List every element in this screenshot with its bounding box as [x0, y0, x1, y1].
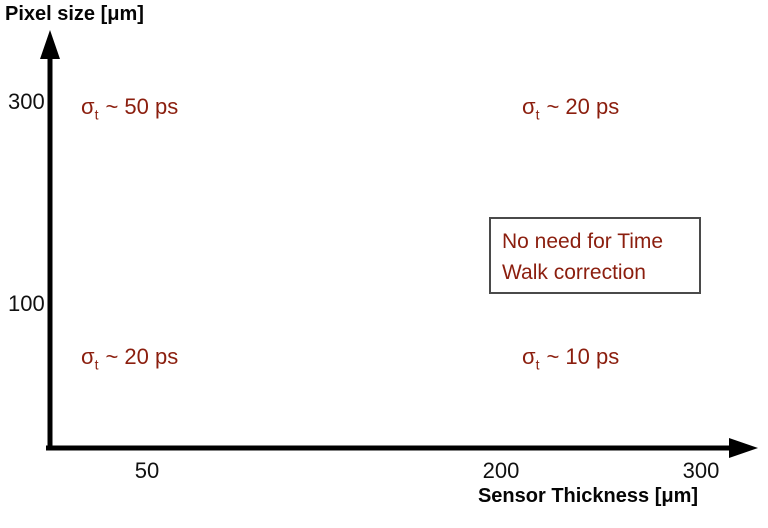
x-tick-300: 300: [682, 458, 720, 483]
x-axis-title: Sensor Thickness [μm]: [477, 485, 699, 507]
sigma-subscript: t: [94, 356, 99, 373]
sigma-symbol: σ: [81, 344, 95, 369]
annotation-sigma-bottom-left: σt ~ 20 ps: [81, 344, 178, 371]
sigma-symbol: σ: [522, 344, 536, 369]
annotation-sigma-bottom-right: σt ~ 10 ps: [522, 344, 619, 371]
y-tick-300: 300: [8, 89, 45, 114]
sigma-subscript: t: [94, 106, 99, 123]
y-tick-100: 100: [8, 291, 45, 316]
sigma-symbol: σ: [81, 94, 95, 119]
x-tick-200: 200: [482, 458, 520, 483]
x-axis-title-wrap: Sensor Thickness [μm]: [455, 485, 721, 508]
note-line-1: No need for Time: [502, 230, 664, 253]
annotation-sigma-top-right: σt ~ 20 ps: [522, 94, 619, 121]
y-axis-title: Pixel size [μm]: [5, 3, 144, 25]
x-tick-50: 50: [134, 458, 160, 483]
time-walk-note-box: No need for Time Walk correction: [489, 217, 701, 294]
sigma-value: ~ 50 ps: [105, 94, 179, 119]
sigma-value: ~ 10 ps: [546, 344, 620, 369]
sigma-value: ~ 20 ps: [546, 94, 620, 119]
annotation-sigma-top-left: σt ~ 50 ps: [81, 94, 178, 121]
sigma-symbol: σ: [522, 94, 536, 119]
sigma-value: ~ 20 ps: [105, 344, 179, 369]
sigma-subscript: t: [535, 106, 540, 123]
note-line-2: Walk correction: [502, 261, 646, 284]
x-axis-arrow: [46, 438, 758, 458]
sigma-subscript: t: [535, 356, 540, 373]
